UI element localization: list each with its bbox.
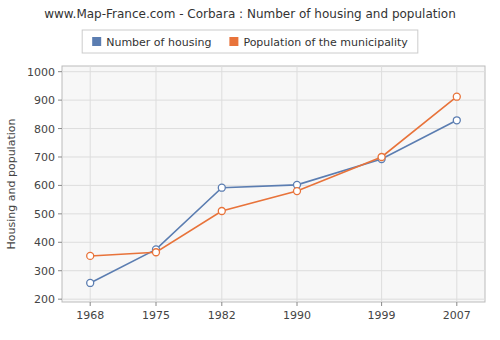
y-grid-line xyxy=(62,299,485,300)
y-grid-line xyxy=(62,270,485,271)
x-tick-label: 1975 xyxy=(142,309,170,322)
grid xyxy=(62,66,485,302)
y-tick xyxy=(58,71,62,72)
x-tick xyxy=(221,302,222,306)
x-tick xyxy=(297,302,298,306)
y-tick-label: 600 xyxy=(34,179,55,192)
y-tick xyxy=(58,185,62,186)
data-point xyxy=(87,279,94,286)
y-tick xyxy=(58,156,62,157)
y-tick xyxy=(58,128,62,129)
y-axis-label: Housing and population xyxy=(5,119,18,250)
y-grid-line xyxy=(62,156,485,157)
data-point xyxy=(453,117,460,124)
y-tick xyxy=(58,299,62,300)
legend-box xyxy=(82,30,418,53)
x-tick-label: 1982 xyxy=(208,309,236,322)
y-tick-label: 200 xyxy=(34,293,55,306)
x-grid-line xyxy=(381,66,382,302)
data-point xyxy=(453,93,460,100)
series-line xyxy=(90,97,457,256)
y-tick-label: 700 xyxy=(34,151,55,164)
x-tick-label: 1990 xyxy=(283,309,311,322)
x-tick-label: 1968 xyxy=(76,309,104,322)
y-tick-label: 900 xyxy=(34,94,55,107)
chart-container: 200 300 400 500 600 700 800 900 1000 1968 1975 1982… xyxy=(0,0,500,340)
x-tick-label: 1999 xyxy=(368,309,396,322)
data-point xyxy=(294,188,301,195)
x-grid-line xyxy=(156,66,157,302)
y-tick xyxy=(58,100,62,101)
x-tick xyxy=(381,302,382,306)
legend-entry: Number of housing xyxy=(106,36,211,49)
chart-title: www.Map-France.com - Corbara : Number of… xyxy=(44,7,456,21)
legend-swatch xyxy=(92,37,101,46)
data-point xyxy=(378,153,385,160)
y-tick xyxy=(58,242,62,243)
data-point xyxy=(87,252,94,259)
chart-svg: 200 300 400 500 600 700 800 900 1000 1968 1975 1982… xyxy=(0,0,500,340)
x-tick xyxy=(156,302,157,306)
legend-swatch xyxy=(229,37,238,46)
y-tick-label: 400 xyxy=(34,236,55,249)
x-grid-line xyxy=(456,66,457,302)
y-grid-line xyxy=(62,71,485,72)
legend-entry: Population of the municipality xyxy=(243,36,408,49)
plot-frame xyxy=(62,66,485,302)
y-tick-label: 500 xyxy=(34,208,55,221)
y-grid-line xyxy=(62,100,485,101)
y-tick-label: 800 xyxy=(34,123,55,136)
data-point xyxy=(218,208,225,215)
y-tick xyxy=(58,270,62,271)
x-tick-label: 2007 xyxy=(443,309,471,322)
x-grid-line xyxy=(90,66,91,302)
x-axis: 1968 1975 1982 1990 1999 2007 xyxy=(76,302,471,322)
y-tick xyxy=(58,213,62,214)
y-tick-label: 300 xyxy=(34,265,55,278)
series-line xyxy=(90,120,457,283)
y-grid-line xyxy=(62,128,485,129)
y-grid-line xyxy=(62,242,485,243)
data-point xyxy=(218,184,225,191)
legend: Number of housing Population of the munic… xyxy=(82,30,418,53)
marks xyxy=(87,93,461,286)
x-tick xyxy=(456,302,457,306)
y-tick-label: 1000 xyxy=(27,66,55,79)
y-grid-line xyxy=(62,213,485,214)
data-point xyxy=(153,249,160,256)
x-tick xyxy=(90,302,91,306)
y-axis: 200 300 400 500 600 700 800 900 1000 xyxy=(27,66,62,306)
